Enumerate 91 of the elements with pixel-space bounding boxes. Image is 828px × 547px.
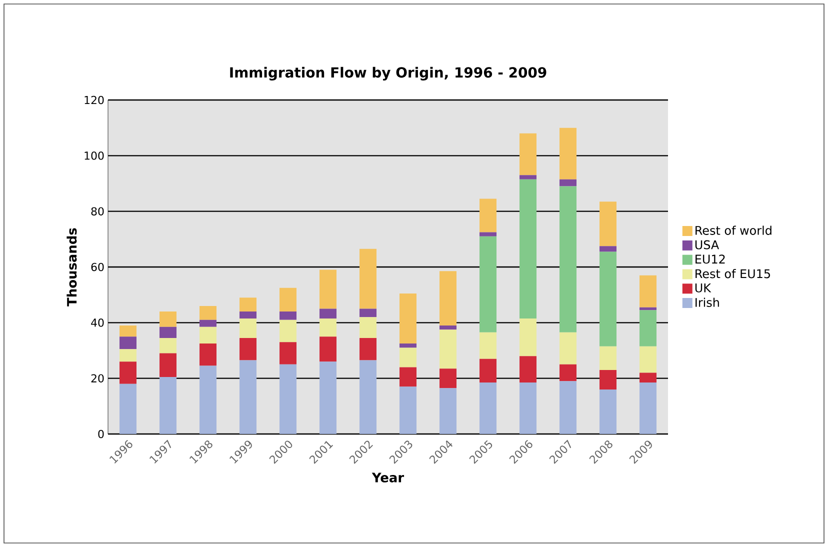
y-tick-label: 60 bbox=[91, 262, 104, 272]
bar bbox=[600, 252, 617, 346]
y-tick-label: 40 bbox=[91, 318, 104, 327]
bar bbox=[600, 202, 617, 246]
bar bbox=[560, 128, 577, 180]
bar bbox=[600, 346, 617, 370]
y-tick-label: 20 bbox=[91, 374, 104, 382]
bar bbox=[160, 353, 176, 377]
bar bbox=[200, 366, 216, 434]
legend-label: UK bbox=[695, 284, 712, 292]
bar bbox=[640, 346, 657, 373]
bar bbox=[400, 367, 417, 387]
bar bbox=[320, 336, 336, 362]
bar bbox=[400, 293, 417, 344]
x-axis-title: Year bbox=[372, 472, 404, 482]
bar bbox=[480, 232, 497, 236]
bar bbox=[640, 275, 657, 308]
bar bbox=[280, 312, 296, 320]
bar bbox=[440, 330, 457, 369]
bar bbox=[480, 358, 497, 383]
bar bbox=[440, 325, 457, 330]
bar bbox=[160, 338, 176, 354]
legend-label: Rest of world bbox=[696, 226, 772, 235]
bar bbox=[520, 318, 537, 356]
bar bbox=[120, 325, 136, 337]
bar bbox=[480, 382, 497, 434]
bar bbox=[440, 368, 457, 388]
bar bbox=[240, 298, 256, 312]
bar bbox=[280, 320, 296, 342]
bar bbox=[160, 376, 176, 434]
bar bbox=[640, 310, 657, 346]
bar bbox=[160, 312, 176, 327]
bar bbox=[560, 381, 577, 434]
bar bbox=[360, 248, 377, 309]
bar bbox=[320, 362, 336, 434]
bar bbox=[280, 288, 296, 312]
bar bbox=[280, 342, 296, 364]
bar bbox=[520, 175, 537, 180]
bar bbox=[520, 382, 537, 434]
y-tick-label: 80 bbox=[91, 207, 104, 216]
bar bbox=[120, 362, 136, 384]
bar bbox=[120, 336, 136, 350]
bar bbox=[120, 349, 136, 362]
bar bbox=[560, 186, 577, 332]
bar bbox=[240, 360, 256, 434]
bar bbox=[240, 318, 256, 338]
legend-label: Rest of EU15 bbox=[696, 268, 770, 278]
legend-label: USA bbox=[695, 240, 720, 250]
bar bbox=[400, 348, 417, 368]
chart-title: Immigration Flow by Origin, 1996 - 2009 bbox=[230, 66, 546, 81]
bar bbox=[400, 344, 417, 348]
y-tick-label: 100 bbox=[84, 152, 104, 160]
bar bbox=[200, 326, 216, 344]
bar bbox=[600, 389, 617, 434]
legend-label: EU12 bbox=[696, 254, 725, 264]
bar bbox=[360, 317, 377, 338]
y-tick-label: 120 bbox=[84, 96, 104, 104]
bar bbox=[240, 312, 256, 318]
bar bbox=[520, 179, 537, 318]
bar bbox=[360, 338, 377, 360]
bar bbox=[480, 332, 497, 359]
bar bbox=[320, 270, 336, 309]
bar bbox=[560, 332, 577, 364]
bar bbox=[640, 307, 657, 310]
bar bbox=[520, 356, 537, 383]
bar bbox=[320, 308, 336, 318]
bar bbox=[600, 246, 617, 252]
bar bbox=[200, 320, 216, 327]
bar bbox=[280, 364, 296, 434]
bar bbox=[480, 198, 497, 232]
bar bbox=[520, 133, 537, 176]
bar bbox=[320, 318, 336, 337]
bar bbox=[560, 179, 577, 186]
bar bbox=[200, 344, 216, 366]
bar bbox=[440, 271, 457, 326]
bar bbox=[560, 364, 577, 382]
y-axis-title: Thousands bbox=[66, 228, 77, 306]
bar bbox=[480, 236, 497, 332]
bar bbox=[160, 326, 176, 338]
bar bbox=[360, 360, 377, 434]
bar bbox=[200, 306, 216, 320]
bar bbox=[640, 382, 657, 434]
legend-label: Irish bbox=[696, 298, 719, 307]
bar bbox=[440, 388, 457, 434]
bar bbox=[400, 386, 417, 434]
bar bbox=[120, 384, 136, 434]
bar bbox=[640, 372, 657, 383]
bar bbox=[240, 338, 256, 360]
bar bbox=[360, 308, 377, 318]
bar bbox=[600, 370, 617, 390]
y-tick-label: 0 bbox=[98, 430, 104, 438]
